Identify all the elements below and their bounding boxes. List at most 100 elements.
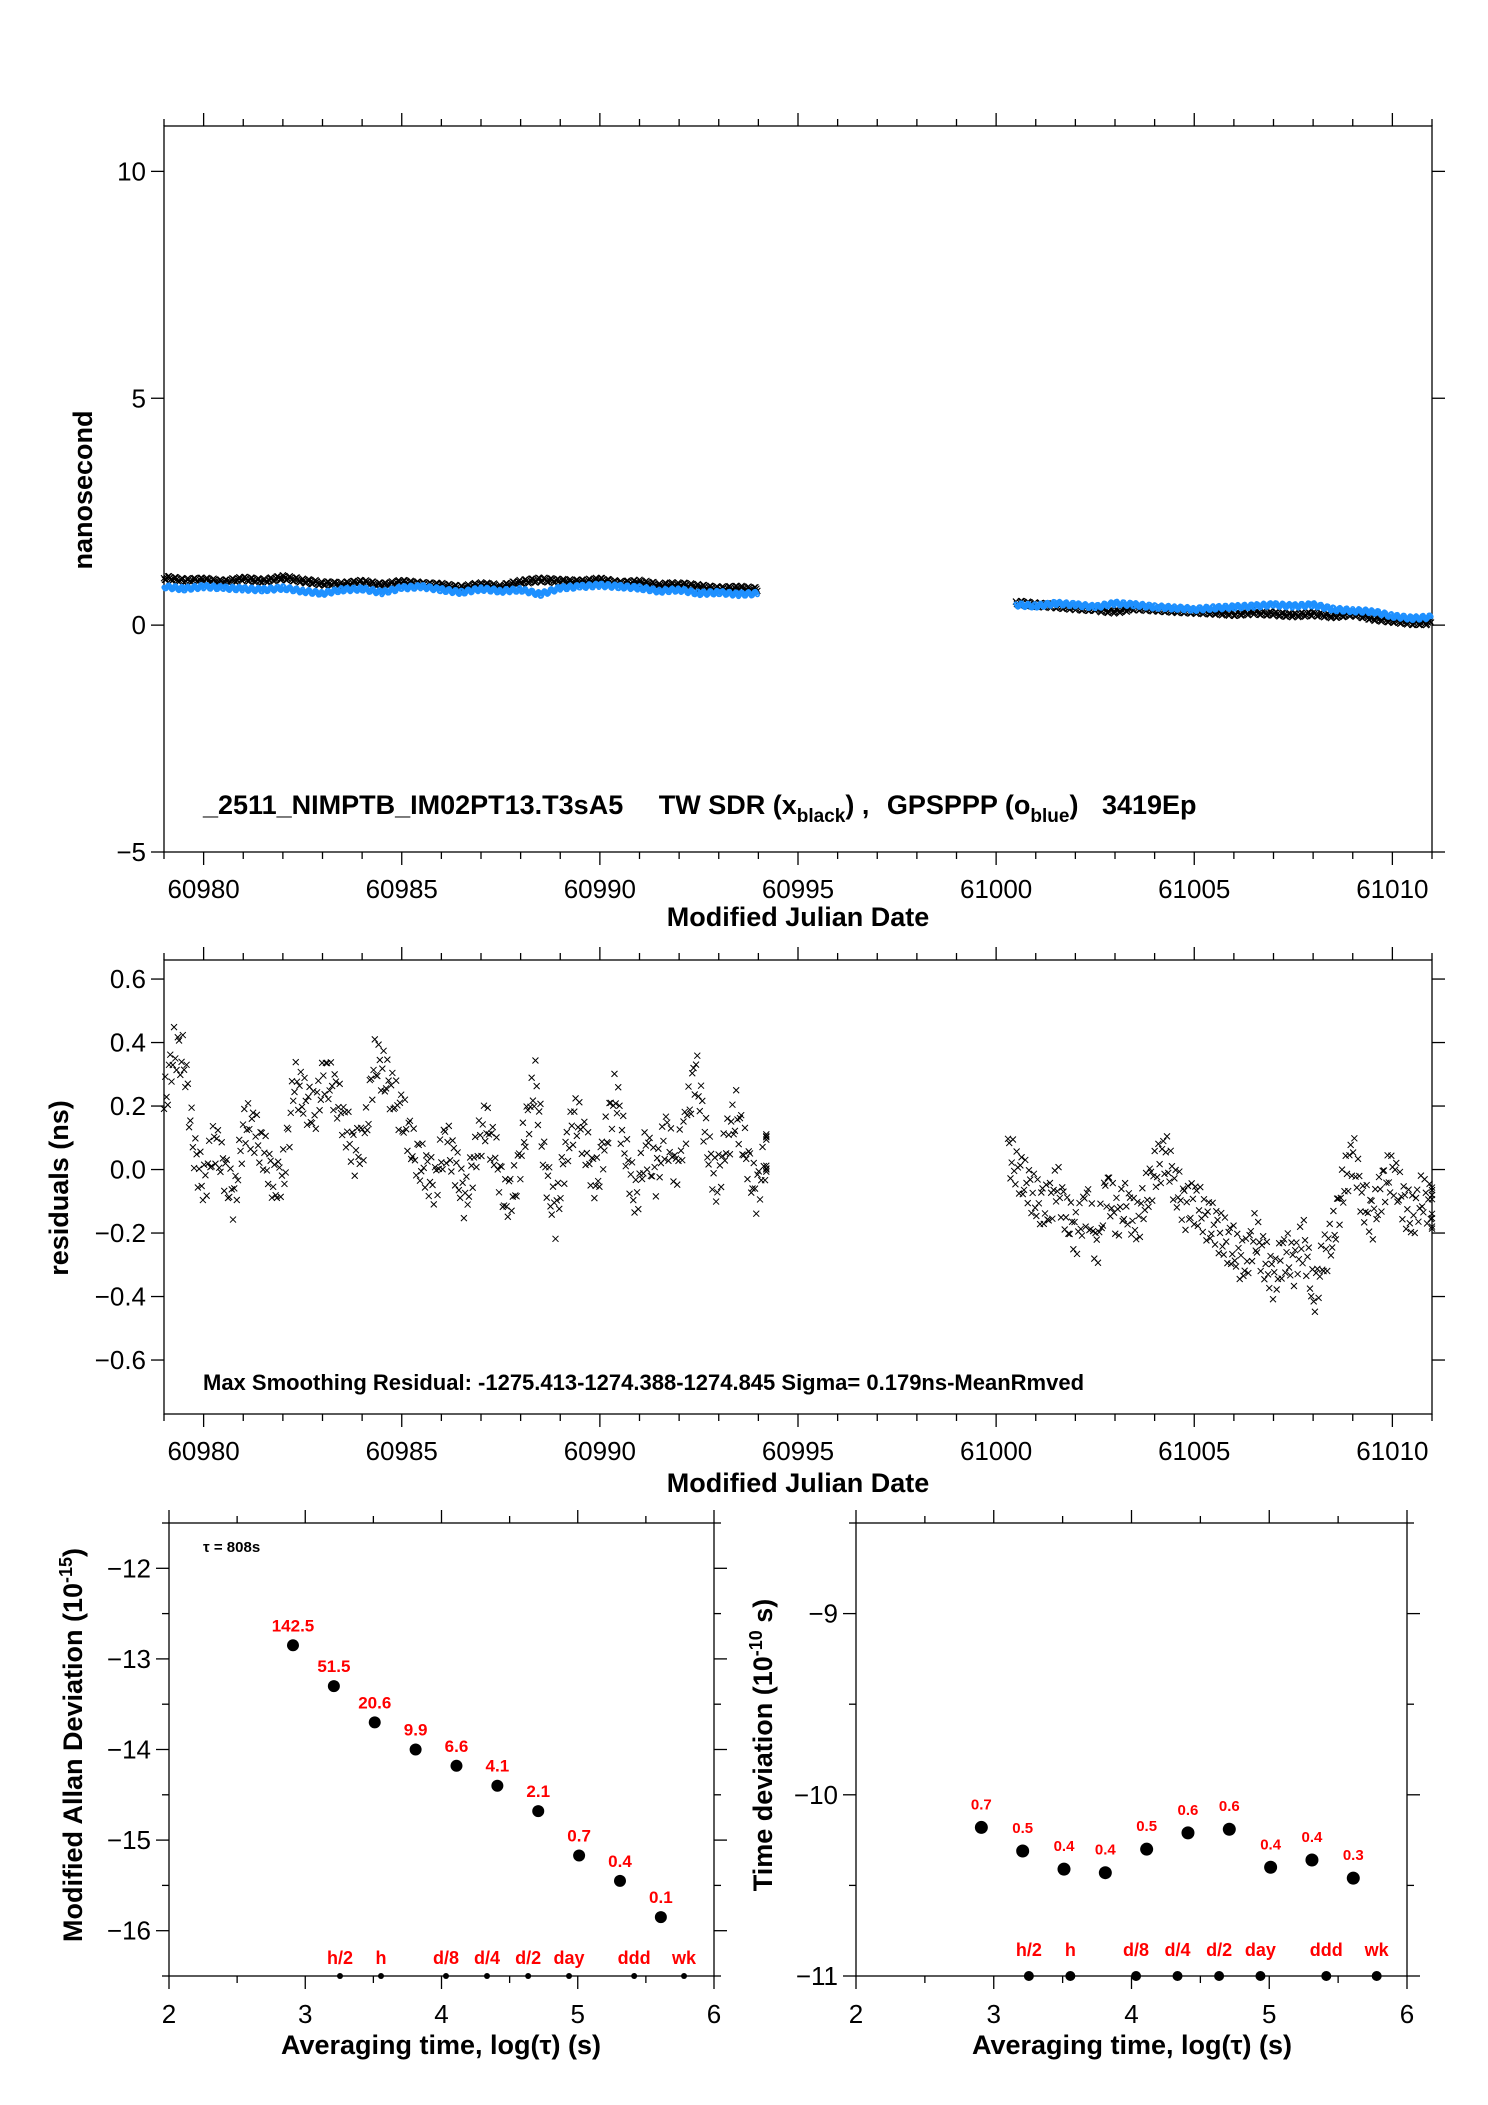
data-point-x [622,1162,630,1170]
time-marker-point [378,1973,385,1979]
data-point-x [289,1097,297,1105]
data-point-x [741,1124,749,1132]
data-point-x [563,1128,571,1136]
data-point-x [1273,1286,1281,1293]
data-point-x [667,1125,675,1132]
data-point [1140,1842,1154,1856]
data-point-x [480,1102,488,1110]
data-label: 0.1 [649,1888,673,1907]
data-point-x [360,1156,367,1164]
data-point-x [401,1096,409,1104]
data-point-x [1024,1199,1032,1207]
data-point [1181,1826,1195,1840]
data-point-x [273,1194,281,1202]
data-point-x [321,1090,328,1098]
data-point-x [222,1160,229,1167]
data-point-x [365,1120,372,1128]
data-point-x [179,1031,187,1039]
data-point-x [469,1184,477,1192]
data-point-x [367,1075,375,1083]
data-point-x [519,1119,527,1127]
data-point-x [494,1166,502,1173]
data-point-x [197,1148,204,1156]
data-point-x [296,1082,303,1090]
data-point-x [1299,1259,1306,1267]
time-marker-label: d/2 [515,1948,541,1968]
data-point-x [746,1150,754,1157]
data-point-x [308,1119,316,1127]
data-point-x [1411,1229,1419,1237]
data-point-x [478,1152,485,1160]
data-point-x [232,1172,239,1180]
tau-note: τ = 808s [203,1539,260,1556]
data-point-x [1343,1170,1351,1178]
data-point [1098,1866,1112,1880]
data-point-x [1072,1208,1080,1216]
data-point-x [1084,1185,1092,1193]
data-point-x [1415,1218,1422,1226]
data-point-x [1104,1174,1112,1182]
data-point-x [238,1160,246,1168]
data-point-x [611,1070,618,1078]
data-point-x [1316,1273,1324,1280]
x-tick-label: 60985 [366,1436,438,1466]
data-point [974,1820,988,1834]
data-point-x [442,1159,450,1167]
data-point-x [402,1125,410,1133]
data-point-x [1097,1200,1104,1208]
data-point-x [1033,1212,1040,1220]
data-point-x [584,1128,592,1136]
data-point [1222,1822,1236,1836]
data-point-x [446,1156,454,1164]
data-point-x [1078,1232,1086,1239]
data-point-x [422,1152,430,1159]
data-point-x [1184,1182,1192,1190]
data-point [286,1639,299,1652]
data-point-x [412,1171,420,1179]
data-point-x [1300,1216,1308,1224]
data-point-x [729,1101,736,1109]
data-point-x [1129,1217,1136,1225]
data-point-x [513,1192,520,1200]
data-point [654,1911,667,1924]
data-point-x [481,1137,489,1145]
time-marker-point [1321,1971,1332,1981]
data-point-x [298,1103,306,1111]
data-point-x [1251,1209,1258,1217]
x-tick-label: 60980 [167,874,239,904]
data-point-x [650,1144,657,1151]
time-marker-label: h/2 [1016,1940,1042,1960]
data-point-x [430,1200,438,1208]
data-point-x [1041,1210,1049,1217]
data-point-x [688,1069,696,1077]
data-point-x [178,1058,185,1066]
data-point-x [761,1176,769,1184]
data-point-x [1226,1224,1234,1232]
x-axis-label: Modified Julian Date [667,902,930,932]
y-tick-label: −0.4 [95,1282,146,1312]
data-point-x [1180,1187,1188,1195]
data-point-x [204,1160,212,1168]
data-point-x [652,1193,660,1200]
data-point-x [1317,1242,1325,1250]
data-point-x [608,1125,616,1133]
data-point-x [214,1126,222,1134]
data-point-x [161,1073,169,1081]
data-point-x [455,1186,463,1194]
data-point-x [1008,1159,1016,1166]
time-marker-label: wk [671,1948,697,1968]
data-point-x [1301,1236,1309,1244]
data-point-x [362,1104,370,1111]
data-point-x [1272,1255,1279,1262]
data-point-x [184,1080,192,1088]
x-tick-label: 6 [707,1999,721,2029]
data-point-x [1094,1259,1102,1267]
data-point-x [1238,611,1246,619]
data-point-x [1013,1148,1020,1155]
data-point-x [1093,1236,1101,1243]
data-point-x [1428,1184,1436,1191]
data-point-x [1428,1223,1436,1230]
data-point-x [673,1181,681,1188]
data-point-x [1035,1199,1043,1207]
data-point-x [695,1093,702,1100]
